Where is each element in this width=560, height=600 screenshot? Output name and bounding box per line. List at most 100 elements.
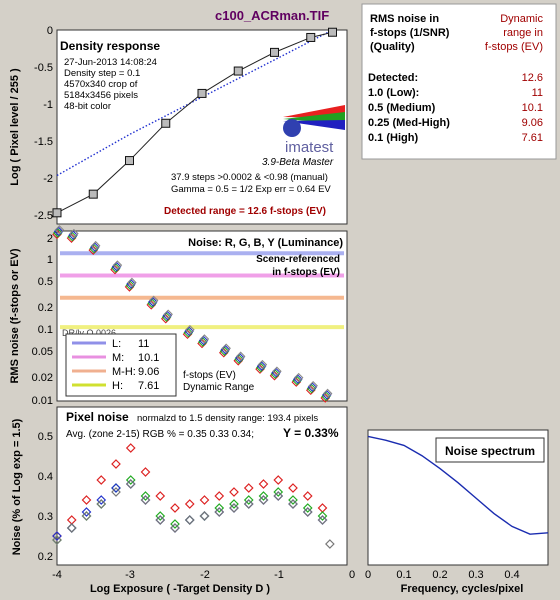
density-ytick-4: -2 <box>43 173 53 185</box>
pixel-noise-point <box>125 479 136 489</box>
info-header-left-2: (Quality) <box>370 41 415 53</box>
rms-ylabel: RMS noise (f-stops or EV) <box>9 248 21 383</box>
pixel-noise-point <box>81 511 92 521</box>
info-row-value-4: 7.61 <box>522 132 543 144</box>
rms-point <box>185 325 195 335</box>
rms-point <box>90 240 101 251</box>
rms-point <box>199 334 210 344</box>
pixel-noise-point <box>302 491 313 501</box>
spectrum-marks <box>367 435 549 535</box>
pixel-noise-point <box>273 487 284 497</box>
pixel-noise-ytick-2: 0.3 <box>38 511 53 523</box>
rms-hlines <box>60 251 344 330</box>
pixel-noise-point <box>52 535 62 545</box>
spectrum-xtick-3: 0.3 <box>468 569 483 581</box>
pixel-noise-point <box>229 503 239 513</box>
rms-point <box>54 225 65 235</box>
density-point <box>161 118 171 128</box>
density-ytick-3: -1.5 <box>34 136 53 148</box>
pixel-noise-point <box>302 503 313 513</box>
pixel-noise-point <box>243 495 254 505</box>
pixel-noise-point <box>155 511 166 521</box>
rms-point <box>221 343 231 354</box>
info-row-label-0: Detected: <box>368 72 418 84</box>
rms-ytick-7: 0.01 <box>32 395 53 407</box>
page-title: c100_ACRman.TIF <box>215 8 329 23</box>
pixel-noise-point <box>288 483 298 493</box>
info-row-label-2: 0.5 (Medium) <box>368 102 436 114</box>
density-ytick-5: -2.5 <box>34 210 53 222</box>
pixel-noise-point <box>184 515 195 525</box>
spectrum-title-box <box>435 437 545 463</box>
rms-legend-note-0: f-stops (EV) <box>183 370 236 381</box>
density-ytick-2: -1 <box>43 99 53 111</box>
pixel-noise-point <box>302 507 313 517</box>
density-point <box>88 189 98 199</box>
info-row-value-3: 9.06 <box>522 117 543 129</box>
pixel-noise-point <box>96 499 107 509</box>
pixel-noise-point <box>125 443 136 453</box>
pixel-noise-plot-area <box>56 406 348 566</box>
density-yticks: 0 -0.5 -1 -1.5 -2 -2.5 <box>34 25 53 222</box>
density-response-panel: Density response 27-Jun-2013 14:08:24 De… <box>9 25 348 225</box>
pixel-noise-point <box>273 475 284 485</box>
logo-text: imatest <box>285 139 334 156</box>
rms-point <box>272 366 282 376</box>
density-point <box>306 32 316 42</box>
info-header-left-1: f-stops (1/SNR) <box>370 27 450 39</box>
density-ytick-1: -0.5 <box>34 62 53 74</box>
info-header-right-1: range in <box>503 27 543 39</box>
pixel-noise-point <box>170 503 180 513</box>
pixel-noise-point <box>258 491 269 501</box>
pixel-noise-point <box>199 511 210 521</box>
density-point <box>52 208 62 218</box>
pixel-noise-xtick-0: -4 <box>52 569 62 581</box>
pixel-noise-point <box>317 511 328 521</box>
info-row-label-3: 0.25 (Med-High) <box>368 117 450 129</box>
pixel-noise-point <box>155 515 166 525</box>
legend-value-l: 11 <box>138 338 149 350</box>
legend-name-mh: M-H: <box>112 366 136 378</box>
rms-legend-note-1: Dynamic Range <box>183 382 255 393</box>
rms-point <box>163 309 173 319</box>
pixel-noise-point <box>288 499 298 509</box>
pixel-noise-point <box>111 459 121 469</box>
rms-ytick-3: 0.2 <box>38 302 53 314</box>
pixel-noise-point <box>96 495 107 505</box>
info-table: RMS noise in f-stops (1/SNR) (Quality) D… <box>361 3 557 160</box>
density-info-3: 5184x3456 pixels <box>64 90 138 101</box>
pixel-noise-panel: Pixel noise normalzd to 1.5 density rang… <box>11 406 355 595</box>
info-row-value-2: 10.1 <box>522 102 543 114</box>
rms-point <box>235 351 246 362</box>
pixel-noise-point <box>258 479 269 489</box>
pixel-noise-point <box>140 491 151 501</box>
pixel-noise-point <box>214 491 225 501</box>
rms-point <box>69 228 79 239</box>
spectrum-line <box>367 435 549 535</box>
rms-point <box>112 260 123 270</box>
pixel-noise-point <box>170 523 180 533</box>
info-header-right-0: Dynamic <box>500 13 543 25</box>
density-ytick-0: 0 <box>47 25 53 37</box>
density-note-0: 37.9 steps >0.0002 & <0.98 (manual) <box>171 172 328 183</box>
density-note-1: Gamma = 0.5 = 1/2 Exp err = 0.64 EV <box>171 184 331 195</box>
rms-yticks: 2 1 0.5 0.2 0.1 0.05 0.02 0.01 <box>32 233 53 407</box>
pixel-noise-point <box>66 523 77 533</box>
pixel-noise-title: Pixel noise <box>66 410 129 424</box>
rms-point <box>308 380 318 391</box>
pixel-noise-yticks: 0.5 0.4 0.3 0.2 <box>38 431 53 563</box>
legend-value-h: 7.61 <box>138 380 159 392</box>
density-point <box>270 47 279 57</box>
density-info-2: 4570x340 crop of <box>64 79 138 90</box>
legend-name-l: L: <box>112 338 121 350</box>
info-header-right-2: f-stops (EV) <box>485 41 543 53</box>
imatest-logo: imatest 3.9-Beta Master <box>262 105 345 168</box>
pixel-noise-point <box>111 483 121 493</box>
pixel-noise-point <box>229 499 239 509</box>
info-row-label-4: 0.1 (High) <box>368 132 418 144</box>
info-row-label-1: 1.0 (Low): <box>368 87 419 99</box>
pixel-noise-point <box>140 495 151 505</box>
pixel-noise-point <box>81 495 92 505</box>
legend-value-m: 10.1 <box>138 352 159 364</box>
